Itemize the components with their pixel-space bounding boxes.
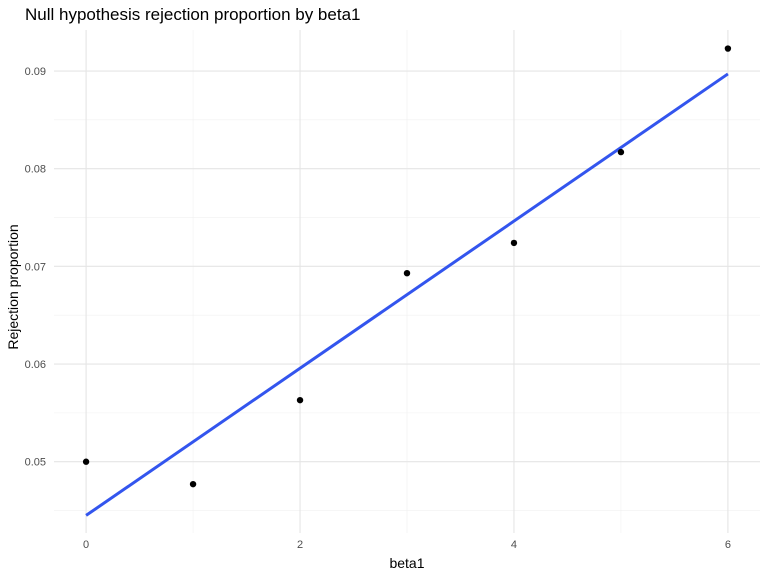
x-tick-label: 0 [83,539,89,551]
fit-line-layer [85,72,729,517]
data-point [724,45,732,52]
y-tick-label: 0.08 [25,164,46,176]
x-tick-label: 6 [725,539,731,551]
y-axis-label: Rejection proportion [5,224,21,349]
data-point [296,396,304,404]
data-point [510,239,518,247]
major-gridlines [54,30,760,533]
fit-line [85,72,729,517]
minor-gridlines [54,30,760,533]
y-tick-label: 0.09 [25,66,46,78]
y-tick-label: 0.05 [25,457,46,469]
x-tick-label: 2 [297,539,303,551]
x-tick-label: 4 [511,539,517,551]
y-tick-labels: 0.05 0.06 0.07 0.08 0.09 [25,66,46,469]
x-axis-label: beta1 [389,555,424,571]
chart-title: Null hypothesis rejection proportion by … [25,5,360,24]
data-point [189,480,197,488]
data-point [617,148,625,156]
points-layer [82,45,732,488]
y-tick-label: 0.07 [25,261,46,273]
y-tick-label: 0.06 [25,359,46,371]
data-point [82,458,90,465]
data-point [403,269,411,277]
x-tick-labels: 0 2 4 6 [83,539,731,551]
